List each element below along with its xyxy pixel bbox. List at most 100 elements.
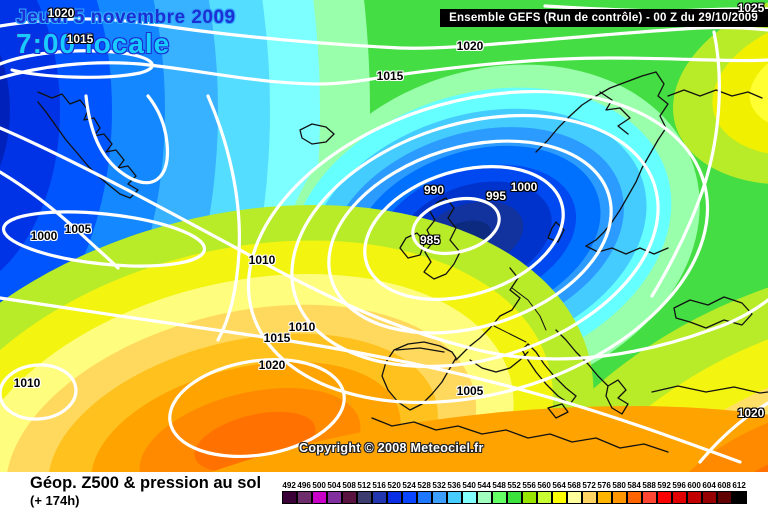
scale-tick-label: 548 (492, 480, 507, 490)
scale-tick-label: 520 (387, 480, 402, 490)
scale-tick-label: 576 (597, 480, 612, 490)
scale-tick-label: 556 (522, 480, 537, 490)
map-title: Géop. Z500 & pression au sol (30, 474, 262, 492)
isobar-label: 1015 (263, 331, 291, 345)
scale-tick-label: 516 (372, 480, 387, 490)
scale-cell: 516 (371, 480, 387, 504)
scale-color-box (581, 491, 597, 504)
scale-color-box (446, 491, 462, 504)
scale-color-box (281, 491, 297, 504)
scale-color-box (326, 491, 342, 504)
scale-color-box (671, 491, 687, 504)
scale-tick-label: 552 (507, 480, 522, 490)
scale-cell: 556 (521, 480, 537, 504)
scale-tick-label: 604 (702, 480, 717, 490)
scale-color-box (356, 491, 372, 504)
scale-tick-label: 584 (627, 480, 642, 490)
scale-tick-label: 596 (672, 480, 687, 490)
scale-color-box (566, 491, 582, 504)
scale-cell: 608 (716, 480, 732, 504)
scale-tick-label: 592 (657, 480, 672, 490)
isobar-label: 1000 (510, 180, 538, 194)
scale-tick-label: 532 (432, 480, 447, 490)
scale-color-box (491, 491, 507, 504)
scale-tick-label: 568 (567, 480, 582, 490)
color-scale: 492 496 500 504 508 512 516 520 524 528 532 536 540 5… (281, 480, 747, 504)
scale-cell: 552 (506, 480, 522, 504)
scale-color-box (626, 491, 642, 504)
scale-tick-label: 496 (297, 480, 312, 490)
scale-color-box (431, 491, 447, 504)
isobar-label: 1015 (66, 32, 94, 46)
scale-cell: 544 (476, 480, 492, 504)
scale-tick-label: 588 (642, 480, 657, 490)
isobar-label: 1015 (376, 69, 404, 83)
isobar-label: 1010 (13, 376, 41, 390)
scale-color-box (611, 491, 627, 504)
scale-tick-label: 540 (462, 480, 477, 490)
scale-color-box (656, 491, 672, 504)
scale-cell: 572 (581, 480, 597, 504)
scale-color-box (341, 491, 357, 504)
isobar-label: 1010 (248, 253, 276, 267)
scale-tick-label: 564 (552, 480, 567, 490)
isobar-label: 1020 (456, 39, 484, 53)
color-field (0, 0, 768, 472)
scale-color-box (521, 491, 537, 504)
scale-color-box (311, 491, 327, 504)
scale-tick-label: 560 (537, 480, 552, 490)
scale-cell: 568 (566, 480, 582, 504)
copyright-text: Copyright © 2008 Meteociel.fr (299, 441, 484, 455)
model-info-box: Ensemble GEFS (Run de contrôle) - 00 Z d… (440, 9, 768, 27)
scale-tick-label: 544 (477, 480, 492, 490)
scale-cell: 504 (326, 480, 342, 504)
scale-color-box (731, 491, 747, 504)
scale-cell: 596 (671, 480, 687, 504)
scale-tick-label: 500 (312, 480, 327, 490)
isobar-label: 1025 (737, 1, 765, 15)
scale-tick-label: 536 (447, 480, 462, 490)
scale-tick-label: 612 (732, 480, 747, 490)
scale-color-box (641, 491, 657, 504)
scale-tick-label: 524 (402, 480, 417, 490)
scale-tick-label: 512 (357, 480, 372, 490)
scale-color-box (536, 491, 552, 504)
scale-color-box (461, 491, 477, 504)
isobar-label: 1000 (30, 229, 58, 243)
legend-bar: Géop. Z500 & pression au sol (+ 174h) 49… (0, 472, 768, 512)
scale-cell: 580 (611, 480, 627, 504)
scale-tick-label: 508 (342, 480, 357, 490)
scale-cell: 588 (641, 480, 657, 504)
scale-cell: 584 (626, 480, 642, 504)
scale-cell: 592 (656, 480, 672, 504)
scale-cell: 540 (461, 480, 477, 504)
scale-cell: 536 (446, 480, 462, 504)
scale-cell: 492 (281, 480, 297, 504)
scale-tick-label: 608 (717, 480, 732, 490)
scale-cell: 576 (596, 480, 612, 504)
scale-cell: 496 (296, 480, 312, 504)
scale-tick-label: 580 (612, 480, 627, 490)
scale-cell: 560 (536, 480, 552, 504)
scale-color-box (416, 491, 432, 504)
scale-cell: 532 (431, 480, 447, 504)
scale-cell: 548 (491, 480, 507, 504)
scale-color-box (551, 491, 567, 504)
map-field-svg (0, 0, 768, 472)
scale-cell: 600 (686, 480, 702, 504)
isobar-label: 985 (419, 233, 441, 247)
map-date: Jeudi 5 novembre 2009 (16, 7, 236, 28)
scale-tick-label: 600 (687, 480, 702, 490)
isobar-label: 1020 (258, 358, 286, 372)
scale-color-box (296, 491, 312, 504)
scale-color-box (386, 491, 402, 504)
scale-cell: 604 (701, 480, 717, 504)
scale-color-box (686, 491, 702, 504)
scale-tick-label: 492 (282, 480, 297, 490)
scale-cell: 520 (386, 480, 402, 504)
scale-color-box (701, 491, 717, 504)
isobar-label: 1010 (288, 320, 316, 334)
scale-cell: 508 (341, 480, 357, 504)
scale-cell: 524 (401, 480, 417, 504)
